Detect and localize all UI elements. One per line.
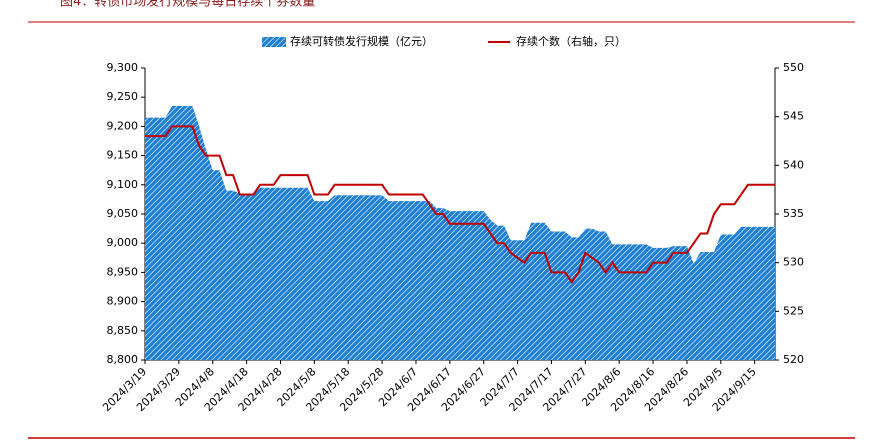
y-tick-label: 9,100 (107, 178, 139, 191)
y-tick-label: 8,900 (107, 295, 139, 308)
y-tick-label: 8,950 (107, 265, 139, 278)
chart-title: 图4：转债市场发行规模与每日存续个券数量 (60, 0, 315, 10)
scale-area (145, 105, 775, 361)
y2-tick-label: 530 (783, 256, 804, 269)
y-tick-label: 9,000 (107, 236, 139, 249)
y2-tick-label: 545 (783, 110, 804, 123)
legend-label: 存续个数（右轴，只） (516, 34, 626, 48)
y-tick-label: 8,800 (107, 353, 139, 366)
y-tick-label: 9,150 (107, 149, 139, 162)
y2-tick-label: 540 (783, 158, 804, 171)
y2-tick-label: 550 (783, 61, 804, 74)
y2-tick-label: 535 (783, 207, 804, 220)
y-tick-label: 9,250 (107, 90, 139, 103)
y2-tick-label: 525 (783, 304, 804, 317)
count-line (145, 125, 775, 284)
y2-tick-label: 520 (783, 353, 804, 366)
legend-swatch (262, 37, 286, 47)
y-tick-label: 8,850 (107, 324, 139, 337)
y-tick-label: 9,200 (107, 119, 139, 132)
legend-label: 存续可转债发行规模（亿元） (290, 34, 433, 48)
y-tick-label: 9,300 (107, 61, 139, 74)
y-tick-label: 9,050 (107, 207, 139, 220)
